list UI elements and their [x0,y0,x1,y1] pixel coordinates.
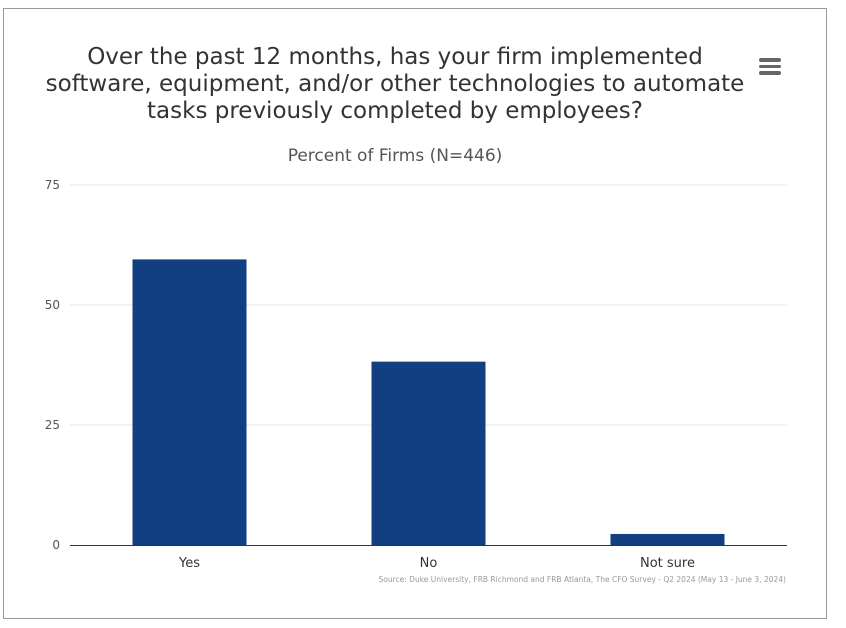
x-tick-label: Yes [178,556,200,571]
bar-not-sure [610,533,725,545]
y-tick-label: 0 [52,538,60,552]
chart-title: Over the past 12 months, has your firm i… [45,44,745,124]
bar-yes [132,259,247,545]
hamburger-menu-icon[interactable] [759,58,781,78]
x-tick-label: Not sure [640,556,695,571]
x-tick-label: No [420,556,438,571]
chart-source: Source: Duke University, FRB Richmond an… [378,575,787,584]
chart-subtitle: Percent of Firms (N=446) [287,146,503,166]
y-tick-label: 75 [45,178,60,192]
y-tick-label: 50 [45,298,60,312]
bar-no [371,361,486,545]
y-tick-label: 25 [45,418,60,432]
